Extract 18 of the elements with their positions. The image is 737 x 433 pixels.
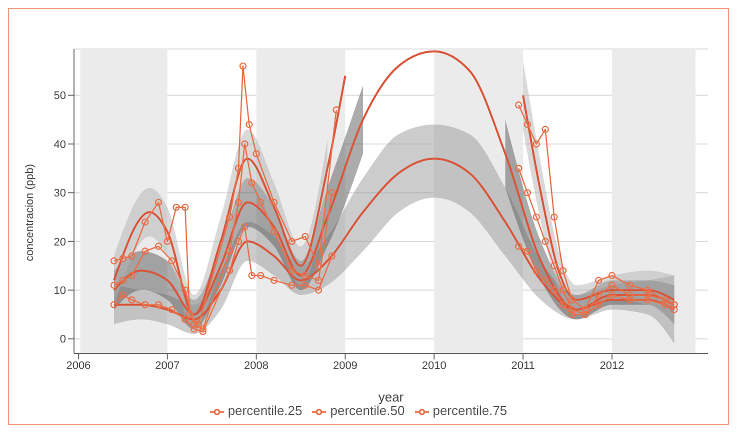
x-tick-label: 2009: [332, 360, 358, 372]
x-tick-label: 2010: [422, 360, 446, 372]
legend-label: percentile.50: [330, 403, 405, 418]
x-tick-label: 2006: [66, 360, 91, 372]
x-tick-label: 2012: [600, 360, 624, 372]
x-tick-label: 2008: [244, 360, 269, 372]
y-tick-label: 10: [54, 285, 66, 298]
y-tick-label: 0: [60, 334, 66, 346]
legend-label: percentile.25: [228, 403, 302, 418]
x-tick-label: 2011: [511, 360, 535, 372]
y-tick-label: 30: [54, 188, 66, 200]
x-tick-label: 2007: [155, 360, 180, 372]
y-tick-label: 40: [54, 138, 66, 151]
legend-label: percentile.75: [432, 403, 508, 418]
y-tick-label: 50: [54, 90, 66, 102]
x-axis-title: year: [378, 389, 404, 404]
y-tick-label: 20: [54, 236, 66, 248]
y-axis-title: concentracion (ppb): [24, 164, 36, 262]
